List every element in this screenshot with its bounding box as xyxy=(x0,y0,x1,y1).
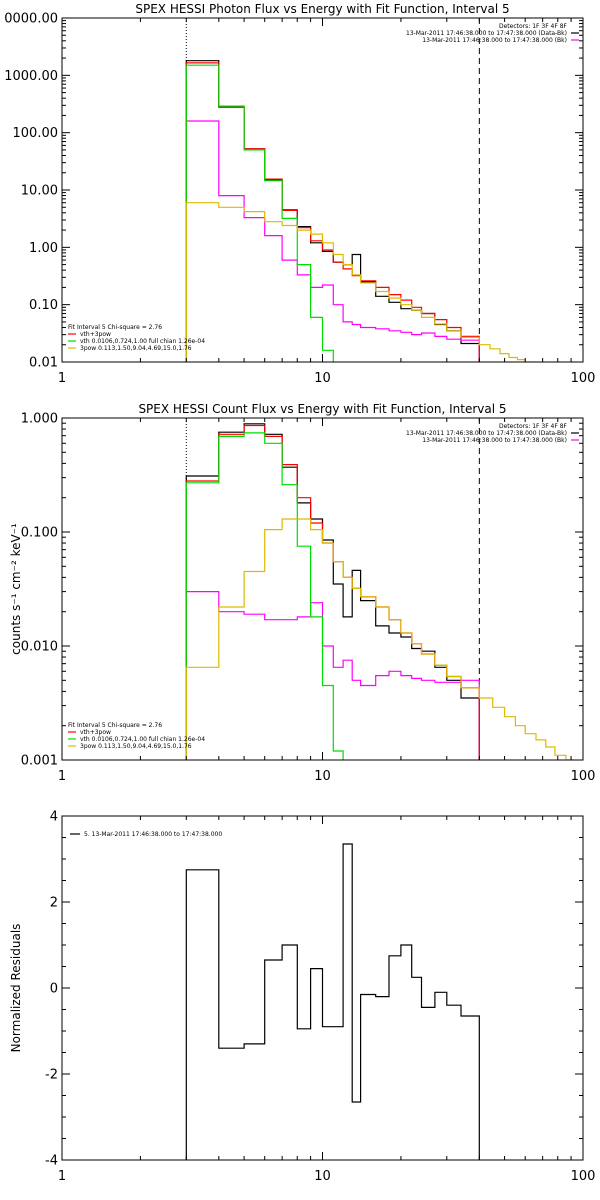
series-vth-3pow xyxy=(185,62,480,362)
series-3pow xyxy=(185,202,537,362)
legend-entry: Fit Interval 5 Chi-square = 2.76 xyxy=(68,324,162,331)
y-tick-label: 0000.00 xyxy=(4,12,58,27)
x-tick-label: 10 xyxy=(314,769,331,784)
series-3pow xyxy=(185,518,575,760)
y-axis-label: Normalized Residuals xyxy=(9,924,23,1053)
panel-photon-flux: SPEX HESSI Photon Flux vs Energy with Fi… xyxy=(4,2,595,386)
y-axis-label: counts s⁻¹ cm⁻² keV⁻¹ xyxy=(9,523,23,655)
chart-title: SPEX HESSI Count Flux vs Energy with Fit… xyxy=(138,402,506,416)
legend-entry: vth+3pow xyxy=(80,331,111,338)
legend-entry: 13-Mar-2011 17:46:38.000 to 17:47:38.000… xyxy=(406,430,567,437)
y-tick-label: 0.001 xyxy=(21,754,58,769)
legend-entry: vth+3pow xyxy=(80,729,111,736)
legend-entry: 3pow 0.113,1.50,9.04,4.69,15.0,1.76 xyxy=(80,345,192,352)
y-tick-label: -4 xyxy=(45,1154,58,1169)
series-bk xyxy=(185,120,480,362)
legend-entry: Detectors: 1F 3F 4F 8F xyxy=(499,423,568,430)
series-vth xyxy=(185,432,344,760)
legend-entry: vth 0.0106,0.724,1.00 full chian 1.26e-0… xyxy=(80,338,205,345)
y-tick-label: 100.00 xyxy=(13,126,59,141)
x-tick-label: 100 xyxy=(571,769,596,784)
x-tick-label: 10 xyxy=(314,371,331,386)
series-5-13-mar-2011-17-46-38-000-to-17-47-38-000 xyxy=(185,843,480,1160)
x-tick-label: 1 xyxy=(58,1169,66,1184)
y-tick-label: 0.01 xyxy=(29,356,58,371)
y-tick-label: 10.00 xyxy=(21,184,58,199)
legend-entry: Fit Interval 5 Chi-square = 2.76 xyxy=(68,722,162,729)
x-tick-label: 10 xyxy=(314,1169,331,1184)
y-tick-label: 0 xyxy=(50,982,58,997)
series-group xyxy=(185,423,575,760)
series-vth xyxy=(185,64,334,362)
plot-frame xyxy=(61,17,584,363)
y-tick-label: 1.000 xyxy=(21,412,58,427)
y-tick-label: 0.010 xyxy=(21,640,58,655)
series-group xyxy=(185,60,537,362)
y-tick-label: 0.100 xyxy=(21,526,58,541)
panel-residuals: Normalized Residuals 1 10 100 -4 -2 0 2 4 5. 13-M… xyxy=(9,810,595,1185)
legend-entry: Detectors: 1F 3F 4F 8F xyxy=(499,23,568,30)
x-tick-label: 100 xyxy=(571,371,596,386)
legend-entry: 5. 13-Mar-2011 17:46:38.000 to 17:47:38.… xyxy=(84,831,222,838)
legend-entry: 3pow 0.113,1.50,9.04,4.69,15.0,1.76 xyxy=(80,743,192,750)
x-tick-label: 1 xyxy=(58,371,66,386)
chart-title: SPEX HESSI Photon Flux vs Energy with Fi… xyxy=(135,2,509,16)
y-tick-label: 0.10 xyxy=(29,298,58,313)
legend-entry: 13-Mar-2011 17:46:38.000 to 17:47:38.000… xyxy=(422,37,567,44)
x-tick-label: 100 xyxy=(571,1169,596,1184)
legend-entry: 13-Mar-2011 17:46:38.000 to 17:47:38.000… xyxy=(406,30,567,37)
y-tick-label: -2 xyxy=(45,1068,58,1083)
series-data-bk xyxy=(185,60,480,362)
series-bk xyxy=(185,591,480,760)
y-tick-label: 4 xyxy=(50,810,58,825)
y-tick-label: 1000.00 xyxy=(4,69,58,84)
panel-count-flux: SPEX HESSI Count Flux vs Energy with Fit… xyxy=(9,402,595,784)
legend-entry: 13-Mar-2011 17:46:38.000 to 17:47:38.000… xyxy=(422,437,567,444)
legend-entry: vth 0.0106,0.724,1.00 full chian 1.26e-0… xyxy=(80,736,205,743)
x-tick-label: 1 xyxy=(58,769,66,784)
y-tick-label: 1.00 xyxy=(29,241,58,256)
y-tick-label: 2 xyxy=(50,896,58,911)
series-group xyxy=(185,843,480,1160)
